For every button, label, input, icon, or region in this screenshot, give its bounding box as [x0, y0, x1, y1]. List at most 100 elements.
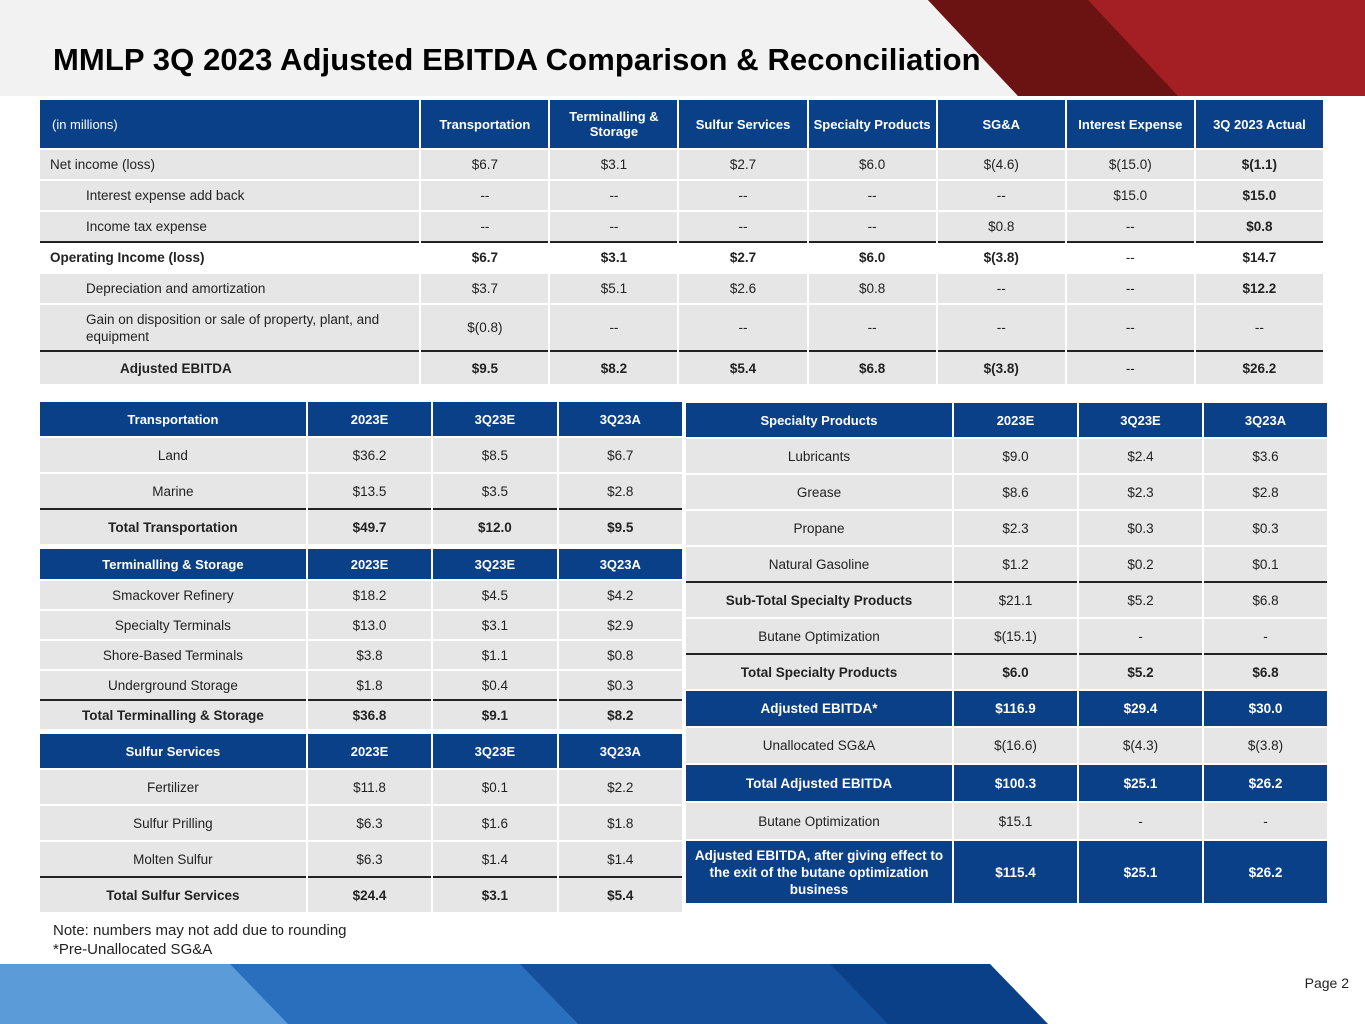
recon-header-sga: SG&A — [937, 100, 1065, 148]
rounding-note: Note: numbers may not add due to roundin… — [53, 922, 347, 939]
cell: $(4.6) — [937, 150, 1065, 179]
cell: $(3.8) — [1204, 728, 1327, 763]
cell: $26.2 — [1204, 765, 1327, 801]
cell: $0.1 — [433, 770, 557, 804]
row-label: Unallocated SG&A — [686, 728, 952, 763]
row-label: Underground Storage — [40, 671, 306, 699]
cell: $5.2 — [1079, 583, 1202, 617]
table-row: Molten Sulfur $6.3 $1.4 $1.4 — [40, 842, 682, 876]
table-row: Lubricants $9.0 $2.4 $3.6 — [686, 439, 1327, 473]
cell: $2.4 — [1079, 439, 1202, 473]
cell: $6.8 — [808, 352, 936, 384]
cell: $115.4 — [954, 841, 1077, 903]
pre-unallocated-note: *Pre-Unallocated SG&A — [53, 941, 213, 958]
cell: $0.3 — [1079, 511, 1202, 545]
row-label: Lubricants — [686, 439, 952, 473]
table-row: Shore-Based Terminals $3.8 $1.1 $0.8 — [40, 641, 682, 669]
table-row: Specialty Terminals $13.0 $3.1 $2.9 — [40, 611, 682, 639]
cell: $8.5 — [433, 438, 557, 472]
row-label: Adjusted EBITDA, after giving effect to … — [686, 841, 952, 903]
cell: $8.2 — [558, 701, 682, 729]
cell: $14.7 — [1195, 243, 1323, 272]
cell: -- — [808, 181, 936, 210]
cell: $(15.1) — [954, 619, 1077, 653]
table-row: Total Specialty Products $6.0 $5.2 $6.8 — [686, 655, 1327, 689]
row-label: Molten Sulfur — [40, 842, 306, 876]
cell: $5.4 — [679, 352, 807, 384]
table-row: Depreciation and amortization $3.7 $5.1 … — [40, 274, 1323, 303]
cell: $15.1 — [954, 803, 1077, 839]
table-row: Butane Optimization $(15.1) - - — [686, 619, 1327, 653]
transport-header-3q23a: 3Q23A — [558, 402, 682, 436]
row-label: Adjusted EBITDA* — [686, 691, 952, 726]
row-label: Income tax expense — [40, 212, 420, 241]
table-row: Butane Optimization $15.1 - - — [686, 803, 1327, 839]
cell: $2.3 — [1079, 475, 1202, 509]
cell: $15.0 — [1195, 181, 1323, 210]
cell: $2.7 — [679, 243, 807, 272]
cell: $3.7 — [421, 274, 549, 303]
cell: - — [1079, 803, 1202, 839]
cell: $36.8 — [307, 701, 432, 729]
cell: -- — [550, 212, 678, 241]
cell: $5.4 — [558, 878, 682, 912]
page-title: MMLP 3Q 2023 Adjusted EBITDA Comparison … — [53, 42, 981, 77]
cell: $26.2 — [1204, 841, 1327, 903]
cell: -- — [1195, 305, 1323, 350]
cell: -- — [679, 305, 807, 350]
cell: -- — [421, 212, 549, 241]
cell: $(1.1) — [1195, 150, 1323, 179]
cell: $1.4 — [433, 842, 557, 876]
row-label: Operating Income (loss) — [40, 243, 420, 272]
cell: $26.2 — [1195, 352, 1323, 384]
cell: $116.9 — [954, 691, 1077, 726]
cell: $0.2 — [1079, 547, 1202, 581]
row-label: Butane Optimization — [686, 803, 952, 839]
table-row: Underground Storage $1.8 $0.4 $0.3 — [40, 671, 682, 699]
cell: $0.3 — [558, 671, 682, 699]
cell: $1.2 — [954, 547, 1077, 581]
cell: $8.6 — [954, 475, 1077, 509]
row-label: Natural Gasoline — [686, 547, 952, 581]
table-row: Net income (loss) $6.7 $3.1 $2.7 $6.0 $(… — [40, 150, 1323, 179]
row-label: Smackover Refinery — [40, 581, 306, 609]
page-number: Page 2 — [1304, 975, 1349, 991]
table-row: Smackover Refinery $18.2 $4.5 $4.2 — [40, 581, 682, 609]
cell: -- — [937, 274, 1065, 303]
cell: $49.7 — [307, 510, 432, 544]
row-label: Total Transportation — [40, 510, 306, 544]
cell: $30.0 — [1204, 691, 1327, 726]
recon-header-sulfur: Sulfur Services — [679, 100, 807, 148]
cell: $24.4 — [307, 878, 432, 912]
cell: $3.1 — [550, 150, 678, 179]
cell: $9.5 — [421, 352, 549, 384]
cell: $2.3 — [954, 511, 1077, 545]
row-label: Shore-Based Terminals — [40, 641, 306, 669]
table-row: Adjusted EBITDA $9.5 $8.2 $5.4 $6.8 $(3.… — [40, 352, 1323, 384]
cell: $1.1 — [433, 641, 557, 669]
row-label: Propane — [686, 511, 952, 545]
cell: $6.0 — [954, 655, 1077, 689]
transport-header-label: Transportation — [40, 402, 306, 436]
cell: -- — [679, 212, 807, 241]
row-label: Sulfur Prilling — [40, 806, 306, 840]
table-row: Grease $8.6 $2.3 $2.8 — [686, 475, 1327, 509]
sulfur-header-label: Sulfur Services — [40, 734, 306, 768]
cell: -- — [808, 212, 936, 241]
cell: $1.8 — [558, 806, 682, 840]
cell: $6.7 — [558, 438, 682, 472]
cell: $6.8 — [1204, 583, 1327, 617]
cell: $29.4 — [1079, 691, 1202, 726]
row-label: Total Sulfur Services — [40, 878, 306, 912]
cell: $9.5 — [558, 510, 682, 544]
row-label: Depreciation and amortization — [40, 274, 420, 303]
sulfur-header-3q23a: 3Q23A — [558, 734, 682, 768]
transportation-table: Transportation 2023E 3Q23E 3Q23A Land $3… — [38, 400, 684, 546]
cell: $13.5 — [307, 474, 432, 508]
cell: $2.6 — [679, 274, 807, 303]
cell: $4.2 — [558, 581, 682, 609]
cell: $9.1 — [433, 701, 557, 729]
cell: $1.4 — [558, 842, 682, 876]
recon-header-actual: 3Q 2023 Actual — [1195, 100, 1323, 148]
table-row: Propane $2.3 $0.3 $0.3 — [686, 511, 1327, 545]
